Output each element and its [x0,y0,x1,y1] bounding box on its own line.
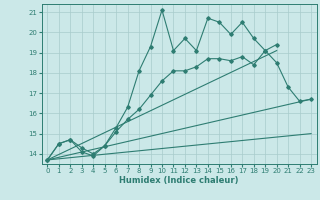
X-axis label: Humidex (Indice chaleur): Humidex (Indice chaleur) [119,176,239,185]
